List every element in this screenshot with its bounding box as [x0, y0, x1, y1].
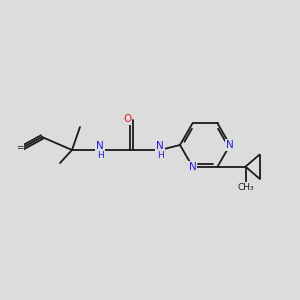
Text: =: = — [16, 143, 24, 152]
Text: CH₃: CH₃ — [237, 183, 254, 192]
Text: N: N — [189, 162, 196, 172]
Text: N: N — [156, 141, 164, 151]
Text: O: O — [123, 114, 131, 124]
Text: H: H — [157, 151, 164, 160]
Text: H: H — [97, 151, 104, 160]
Text: N: N — [226, 140, 234, 150]
Text: N: N — [96, 141, 104, 151]
